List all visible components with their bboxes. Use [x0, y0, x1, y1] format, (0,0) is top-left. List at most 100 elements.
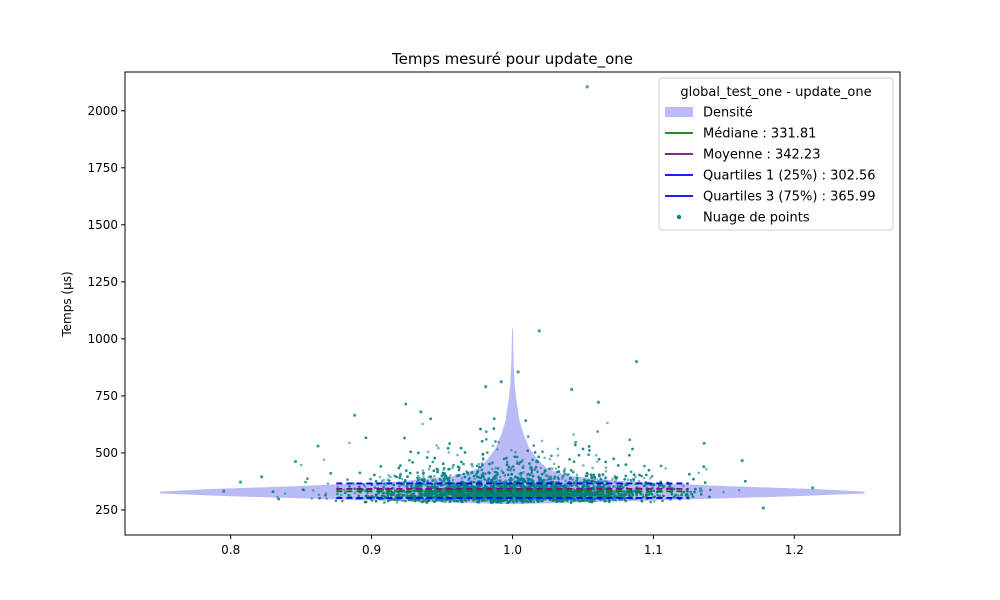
scatter-point	[491, 468, 494, 471]
scatter-point	[383, 501, 386, 504]
scatter-point	[452, 464, 455, 467]
scatter-point	[537, 461, 540, 464]
scatter-point	[555, 468, 558, 471]
scatter-point	[522, 471, 525, 474]
scatter-point	[582, 482, 585, 485]
scatter-point	[442, 484, 445, 487]
scatter-point	[600, 478, 603, 481]
scatter-point	[540, 467, 543, 470]
scatter-point	[524, 419, 527, 422]
scatter-point	[634, 476, 637, 479]
scatter-point	[624, 499, 627, 502]
scatter-point	[572, 471, 575, 474]
scatter-point	[449, 474, 452, 477]
scatter-point	[447, 468, 450, 471]
scatter-point	[507, 473, 510, 476]
scatter-point	[566, 473, 569, 476]
chart-title: Temps mesuré pour update_one	[391, 50, 633, 69]
scatter-point	[401, 499, 404, 502]
scatter-point	[449, 500, 452, 503]
scatter-point	[474, 478, 477, 481]
y-axis-label: Temps (µs)	[60, 271, 74, 337]
scatter-point	[595, 454, 598, 457]
scatter-point	[643, 465, 646, 468]
scatter-point	[574, 444, 577, 447]
scatter-point	[564, 467, 567, 470]
scatter-point	[664, 467, 667, 470]
scatter-point	[591, 467, 594, 470]
scatter-point	[435, 468, 438, 471]
scatter-point	[630, 479, 633, 482]
scatter-point	[722, 491, 725, 494]
scatter-point	[433, 475, 436, 478]
scatter-point	[486, 451, 489, 454]
scatter-point	[575, 479, 578, 482]
scatter-point	[365, 495, 368, 498]
scatter-point	[304, 481, 307, 484]
scatter-point	[682, 484, 685, 487]
scatter-point	[422, 469, 425, 472]
scatter-point	[506, 461, 509, 464]
scatter-point	[481, 469, 484, 472]
scatter-point	[354, 492, 357, 495]
scatter-point	[428, 468, 431, 471]
scatter-point	[476, 465, 479, 468]
scatter-point	[705, 468, 708, 471]
scatter-point	[638, 480, 641, 483]
scatter-point	[408, 459, 411, 462]
scatter-point	[516, 456, 519, 459]
scatter-point	[631, 448, 634, 451]
scatter-point	[677, 494, 680, 497]
scatter-point	[656, 494, 659, 497]
scatter-point	[441, 480, 444, 483]
scatter-point	[661, 500, 664, 503]
scatter-point	[404, 500, 407, 503]
scatter-point	[379, 476, 382, 479]
scatter-point	[543, 457, 546, 460]
scatter-point	[507, 468, 510, 471]
scatter-point	[323, 458, 326, 461]
scatter-point	[643, 477, 646, 480]
scatter-point	[590, 477, 593, 480]
scatter-point	[487, 480, 490, 483]
scatter-point	[494, 471, 497, 474]
scatter-point	[594, 497, 597, 500]
scatter-point	[557, 478, 560, 481]
scatter-point	[574, 441, 577, 444]
scatter-point	[596, 460, 599, 463]
scatter-point	[427, 451, 430, 454]
scatter-point	[499, 476, 502, 479]
scatter-point	[549, 476, 552, 479]
scatter-point	[401, 478, 404, 481]
scatter-point	[546, 474, 549, 477]
scatter-point	[335, 500, 338, 503]
scatter-point	[553, 499, 556, 502]
scatter-point	[606, 422, 609, 425]
scatter-point	[506, 464, 509, 467]
scatter-point	[557, 448, 560, 451]
scatter-point	[504, 479, 507, 482]
scatter-point	[538, 480, 541, 483]
scatter-point	[336, 493, 339, 496]
scatter-point	[627, 478, 630, 481]
scatter-point	[708, 496, 711, 499]
scatter-point	[550, 455, 553, 458]
scatter-point	[312, 489, 315, 492]
scatter-point	[651, 475, 654, 478]
scatter-point	[692, 495, 695, 498]
scatter-point	[527, 435, 530, 438]
scatter-point	[582, 448, 585, 451]
scatter-point	[416, 471, 419, 474]
scatter-point	[582, 464, 585, 467]
scatter-point	[277, 498, 280, 501]
scatter-point	[398, 485, 401, 488]
scatter-point	[421, 423, 424, 426]
scatter-point	[325, 497, 328, 500]
scatter-point	[497, 467, 500, 470]
scatter-point	[380, 465, 383, 468]
scatter-point	[680, 494, 683, 497]
scatter-point	[510, 449, 513, 452]
scatter-point	[531, 458, 534, 461]
scatter-point	[605, 470, 608, 473]
scatter-point	[520, 472, 523, 475]
